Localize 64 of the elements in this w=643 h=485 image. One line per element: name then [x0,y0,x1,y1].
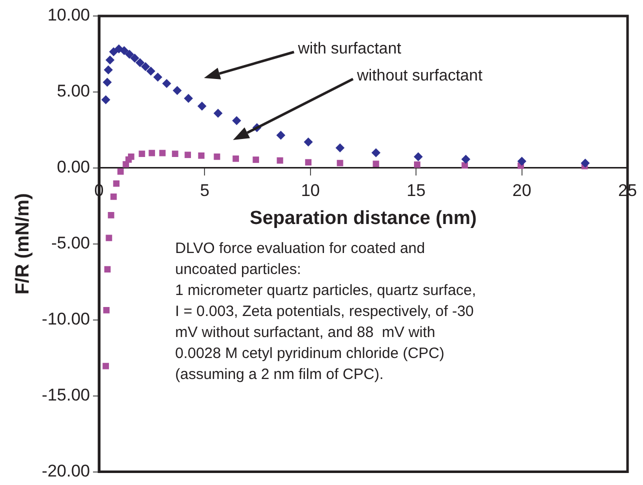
point [232,155,239,162]
point [101,95,110,104]
point [136,58,145,68]
x-axis-title: Separation distance (nm) [250,208,477,229]
point [232,116,242,126]
point [214,108,223,118]
y-tick-label: 5.00 [56,82,90,101]
point [336,160,344,166]
y-tick-label: -15.00 [42,386,90,405]
point [172,150,178,157]
y-tick-label: -5.00 [51,234,90,253]
point [414,161,420,168]
point [124,50,134,59]
x-tick-label: 5 [200,180,210,200]
annotation: with surfactant [297,40,402,58]
point [113,180,120,187]
point [462,162,468,169]
point [371,148,380,158]
point [108,212,114,218]
point [128,154,134,160]
point [141,62,150,72]
point [153,72,162,82]
point [148,150,156,156]
point [198,152,205,159]
point [197,102,206,111]
point [276,130,286,140]
point [184,94,193,103]
point [184,152,191,158]
point [102,362,109,370]
point [104,65,113,74]
point [172,86,182,95]
y-tick-label: 10.00 [47,6,90,25]
point [305,159,312,166]
point [214,154,220,160]
point [580,158,590,168]
point [372,160,380,168]
point [336,143,345,152]
point [159,150,166,156]
point [117,168,124,175]
point [146,66,156,76]
point [105,56,114,65]
point [138,150,146,157]
annotation: without surfactant [356,67,483,84]
point [304,137,313,146]
y-tick-label: -10.00 [42,310,90,329]
y-tick-label: 0.00 [56,158,90,177]
x-tick-label: 10 [300,180,320,200]
point [162,78,172,88]
point [130,54,140,63]
point [252,156,260,163]
point [414,152,423,162]
annotation: DLVO force evaluation for coated and uncoated particles: 1 micrometer quartz particles, quartz surface, I = 0.003, Zeta potentials, respectively, of -30 mV without surfactant, and 88 mV with 0.0028 M cetyl pyridinum chloride (CPC) (assuming a 2 nm film of CPC). [175,240,476,384]
x-tick-label: 15 [406,180,426,200]
point [104,266,111,272]
point [102,78,112,87]
point [109,47,118,56]
point [517,156,526,166]
y-axis-title: F/R (mN/m) [12,193,34,295]
x-tick-label: 20 [512,180,532,200]
point [120,46,129,56]
point [103,306,110,314]
point [110,193,117,200]
y-tick-label: -20.00 [42,461,90,480]
point [461,154,470,164]
